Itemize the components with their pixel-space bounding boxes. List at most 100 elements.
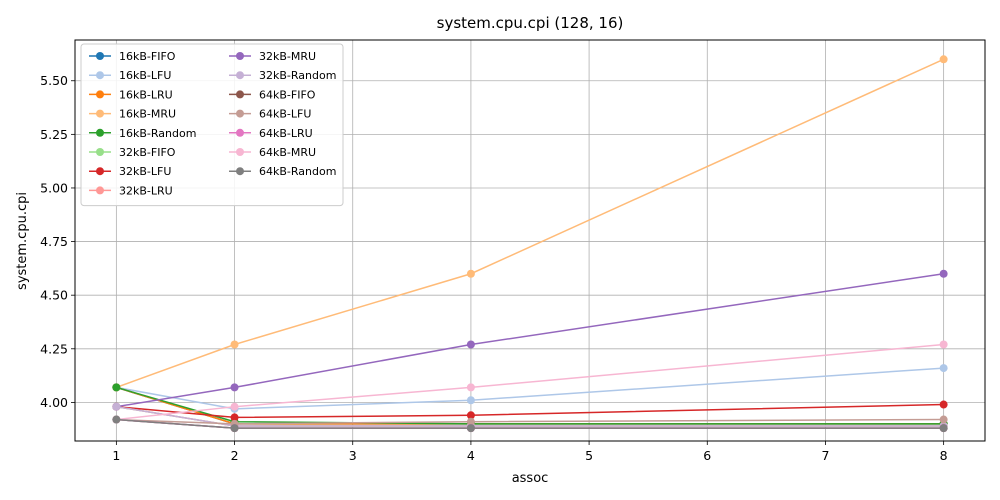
legend-item: 64kB-MRU [229, 146, 316, 159]
legend-item: 16kB-LRU [89, 88, 173, 101]
legend-label: 16kB-MRU [119, 108, 176, 121]
grid [75, 40, 985, 441]
legend-swatch-marker [236, 52, 244, 60]
legend-swatch-marker [96, 148, 104, 156]
y-tick-label: 5.50 [40, 73, 68, 88]
x-tick-label: 1 [112, 448, 120, 463]
series-line [116, 418, 944, 429]
legend-item: 32kB-LFU [89, 165, 171, 178]
legend-item: 64kB-LFU [229, 108, 311, 121]
legend-label: 64kB-MRU [259, 146, 316, 159]
data-point [112, 415, 121, 424]
legend-swatch-marker [96, 128, 104, 137]
data-point [466, 383, 475, 392]
legend-label: 32kB-FIFO [119, 146, 176, 159]
legend-label: 32kB-LFU [119, 165, 171, 178]
legend-label: 16kB-LRU [119, 88, 173, 101]
series-line [116, 403, 944, 419]
x-tick-label: 4 [467, 448, 475, 463]
y-tick-label: 4.50 [40, 288, 68, 303]
legend-item: 64kB-FIFO [229, 88, 316, 101]
data-point [466, 417, 475, 426]
legend-item: 16kB-FIFO [89, 50, 176, 63]
series-line [116, 405, 944, 427]
legend-item: 64kB-LRU [229, 127, 313, 140]
legend-swatch-marker [236, 90, 244, 99]
legend-label: 32kB-LRU [119, 184, 173, 197]
data-point [939, 400, 948, 409]
legend-frame [80, 43, 344, 207]
legend-swatch-marker [96, 167, 104, 176]
series-group [112, 55, 948, 433]
data-point [466, 269, 475, 278]
data-point [939, 269, 948, 278]
legend-label: 16kB-FIFO [119, 50, 176, 63]
x-tick-label: 8 [940, 448, 948, 463]
data-point [112, 402, 121, 411]
data-point [230, 340, 239, 349]
legend-label: 64kB-Random [259, 165, 336, 178]
series-line [116, 58, 944, 389]
x-axis-ticks: 1 2 3 4 5 6 7 8 [112, 441, 948, 463]
plot-frame [74, 39, 986, 442]
data-point [939, 340, 948, 349]
legend-label: 16kB-Random [119, 127, 196, 140]
y-axis-label: system.cpu.cpi [15, 192, 30, 290]
legend-item: 32kB-FIFO [89, 146, 176, 159]
x-tick-label: 3 [349, 448, 357, 463]
y-tick-label: 4.25 [40, 341, 68, 356]
data-point [112, 383, 121, 392]
data-point [230, 424, 239, 433]
legend-item: 64kB-Random [229, 165, 336, 178]
legend-item: 32kB-MRU [229, 50, 316, 63]
legend: 16kB-FIFO 16kB-LFU 16kB-LRU 16kB-MRU 16kB-Ra… [80, 43, 344, 207]
series-16kB-MRU [112, 55, 948, 392]
x-tick-label: 2 [231, 448, 239, 463]
data-point [466, 411, 475, 420]
series-line [116, 343, 944, 421]
legend-swatch-marker [236, 148, 244, 156]
legend-item: 32kB-Random [229, 69, 336, 82]
series-64kB-Random [112, 415, 948, 433]
data-point [466, 396, 475, 405]
legend-label: 64kB-LRU [259, 127, 313, 140]
series-line [116, 418, 944, 425]
legend-item: 16kB-LFU [89, 69, 171, 82]
x-tick-label: 7 [821, 448, 829, 463]
legend-label: 64kB-FIFO [259, 88, 316, 101]
y-tick-label: 4.00 [40, 395, 68, 410]
legend-swatch-marker [96, 109, 104, 118]
legend-swatch-marker [96, 71, 104, 80]
data-point [939, 415, 948, 424]
legend-label: 64kB-LFU [259, 108, 311, 121]
x-tick-label: 5 [585, 448, 593, 463]
y-tick-label: 5.00 [40, 180, 68, 195]
x-tick-label: 6 [703, 448, 711, 463]
data-point [230, 402, 239, 411]
data-point [230, 383, 239, 392]
legend-swatch-marker [236, 71, 244, 80]
legend-label: 32kB-MRU [259, 50, 316, 63]
data-point [939, 55, 948, 64]
data-point [230, 413, 239, 422]
series-line [116, 367, 944, 410]
data-point [466, 424, 475, 433]
legend-swatch-marker [236, 109, 244, 118]
legend-item: 16kB-MRU [89, 108, 176, 121]
series-line [116, 272, 944, 408]
legend-swatch-marker [236, 128, 244, 137]
chart-title: system.cpu.cpi (128, 16) [437, 14, 624, 32]
legend-swatch-marker [96, 186, 104, 195]
x-axis-label: assoc [512, 471, 549, 486]
legend-swatch-marker [96, 52, 104, 60]
legend-item: 16kB-Random [89, 127, 196, 140]
legend-label: 16kB-LFU [119, 69, 171, 82]
y-tick-label: 4.75 [40, 234, 68, 249]
legend-swatch-marker [236, 167, 244, 176]
data-point [466, 340, 475, 349]
data-point [939, 424, 948, 433]
y-axis-ticks: 4.00 4.25 4.50 4.75 5.00 5.25 5.50 [40, 73, 75, 410]
data-point [939, 364, 948, 373]
y-tick-label: 5.25 [40, 127, 68, 142]
